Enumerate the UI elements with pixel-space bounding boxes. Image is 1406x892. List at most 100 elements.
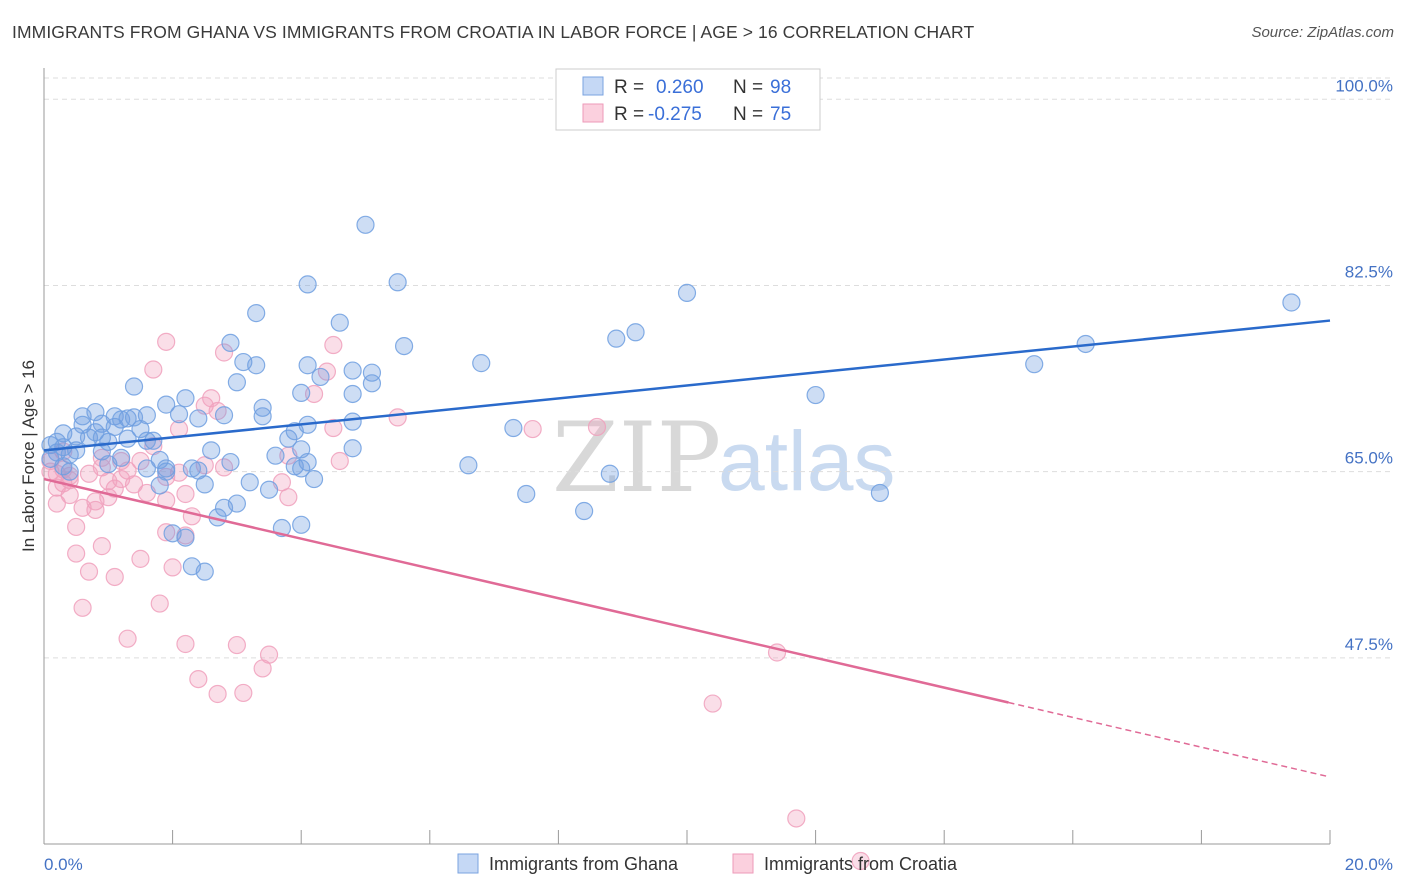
croatia-point (523, 419, 542, 439)
ghana-point (870, 483, 890, 503)
croatia-point (118, 629, 137, 648)
ghana-point (362, 363, 382, 382)
ghana-point (626, 323, 645, 342)
bottom-legend: Immigrants from Ghana Immigrants from Cr… (457, 853, 958, 874)
bottom-legend-croatia: Immigrants from Croatia (764, 854, 958, 874)
croatia-trend-extension (1008, 701, 1331, 778)
croatia-point (279, 488, 298, 507)
trend-lines (43, 319, 1331, 778)
ghana-point (388, 273, 407, 292)
ghana-point (517, 484, 536, 504)
ghana-point (259, 480, 279, 499)
ghana-point (157, 462, 176, 481)
ghana-point (137, 406, 156, 425)
croatia-point (157, 332, 176, 351)
y-tick-label: 47.5% (1345, 635, 1393, 654)
ghana-point (67, 441, 86, 460)
ghana-point (343, 384, 362, 404)
ghana-point (1025, 355, 1044, 374)
croatia-point (144, 360, 163, 379)
croatia-point (234, 683, 253, 703)
ghana-point (124, 377, 144, 396)
ghana-point (137, 459, 156, 478)
ghana-point (600, 464, 619, 483)
croatia-point (60, 485, 79, 505)
ghana-point (266, 446, 285, 465)
x-tick-label-min: 0.0% (44, 855, 83, 874)
legend-r-croatia: -0.275 (648, 104, 702, 125)
croatia-point (304, 384, 324, 404)
croatia-point (73, 598, 92, 617)
ghana-point (504, 418, 523, 438)
x-tick-label-max: 20.0% (1345, 855, 1393, 874)
ghana-point (607, 329, 626, 348)
ghana-point (459, 456, 478, 475)
ghana-point (253, 398, 272, 417)
ghana-trend-line (43, 319, 1331, 452)
croatia-point (787, 809, 806, 828)
croatia-point (150, 594, 169, 613)
croatia-point (163, 558, 182, 577)
croatia-point (851, 851, 870, 871)
ghana-point (298, 275, 317, 294)
legend-swatch-ghana (582, 76, 604, 96)
croatia-point (157, 523, 176, 542)
ghana-point (394, 337, 414, 356)
croatia-point (131, 549, 150, 568)
ghana-point (677, 283, 697, 303)
y-tick-label: 100.0% (1335, 76, 1393, 95)
bottom-legend-swatch-ghana (457, 853, 479, 874)
croatia-point (388, 408, 407, 427)
ghana-point (105, 417, 124, 437)
ghana-point (292, 515, 311, 534)
ghana-point (86, 402, 105, 422)
ghana-point (343, 361, 362, 380)
croatia-point (208, 684, 227, 704)
legend-r-ghana: 0.260 (656, 77, 704, 98)
croatia-point (259, 645, 279, 664)
bottom-legend-swatch-croatia (732, 853, 754, 874)
croatia-point (324, 418, 343, 438)
croatia-point (124, 475, 144, 494)
ghana-point (292, 383, 311, 403)
y-tick-labels: 47.5% 65.0% 82.5% 100.0% (1335, 76, 1393, 654)
legend-box: R = 0.260 N = 98 R = -0.275 N = 75 (555, 68, 821, 131)
bottom-legend-ghana: Immigrants from Ghana (489, 854, 679, 874)
croatia-point (330, 451, 349, 471)
ghana-point (176, 389, 195, 408)
legend-n-croatia: 75 (770, 104, 791, 125)
ghana-point (298, 452, 317, 472)
ghana-point (575, 501, 594, 521)
croatia-point (587, 417, 607, 437)
ghana-point (67, 427, 86, 446)
ghana-point (356, 215, 375, 234)
ghana-point (240, 473, 259, 492)
ghana-point (247, 356, 266, 375)
ghana-point (157, 395, 176, 414)
ghana-point (227, 494, 246, 513)
croatia-point (67, 544, 86, 563)
croatia-point (189, 669, 208, 689)
ghana-point (112, 448, 131, 467)
y-tick-label: 82.5% (1345, 262, 1393, 281)
croatia-point (47, 494, 66, 513)
croatia-point (176, 484, 195, 504)
legend-n-label-croatia: N = (733, 104, 763, 125)
ghana-point (118, 409, 137, 428)
legend-n-ghana: 98 (770, 77, 791, 98)
croatia-point (67, 517, 86, 537)
ghana-point (221, 333, 240, 353)
croatia-point (105, 567, 124, 587)
ghana-point (202, 441, 221, 460)
ghana-point (176, 528, 195, 547)
ghana-point (279, 429, 298, 448)
ghana-point (298, 356, 317, 375)
croatia-point (105, 479, 124, 498)
croatia-trend-line (43, 477, 1009, 704)
legend-swatch-croatia (582, 103, 604, 123)
ghana-point (472, 354, 491, 373)
croatia-point (92, 537, 111, 556)
ghana-point (189, 409, 208, 428)
legend-r-label-ghana: R = (614, 77, 644, 98)
